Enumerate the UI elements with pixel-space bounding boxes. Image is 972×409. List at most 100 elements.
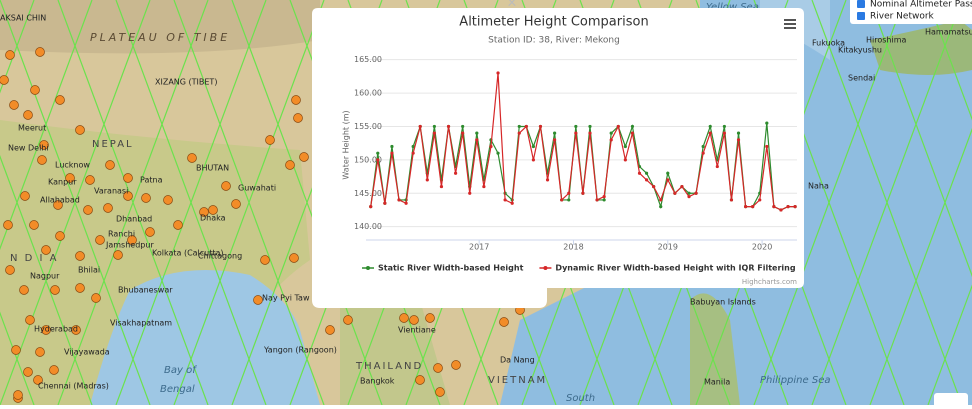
map-label: Nay Pyi Taw <box>262 294 310 303</box>
point <box>687 194 691 199</box>
map-label: Chennai (Madras) <box>38 382 109 391</box>
point <box>390 144 394 149</box>
map-label: Bhilai <box>78 266 100 275</box>
station <box>65 173 75 183</box>
map-label: Ranchi <box>108 230 135 239</box>
point <box>503 198 507 202</box>
stations <box>0 47 525 403</box>
y-tick-label: 145.00 <box>354 189 382 198</box>
point <box>517 131 521 135</box>
close-button[interactable]: × <box>507 0 518 11</box>
station <box>95 235 105 245</box>
station <box>145 227 155 237</box>
station <box>127 235 137 245</box>
point <box>411 151 415 155</box>
map-label: BHUTAN <box>196 164 229 173</box>
point <box>475 131 479 135</box>
point <box>602 198 606 202</box>
panel-bg <box>850 0 972 24</box>
x-tick-label: 2017 <box>469 243 489 252</box>
station <box>253 295 263 305</box>
point <box>701 151 705 155</box>
point <box>602 194 606 199</box>
point <box>722 131 726 135</box>
station <box>173 220 183 230</box>
track <box>869 127 972 406</box>
track <box>0 0 35 94</box>
map-label: XIZANG (TIBET) <box>155 78 217 87</box>
track <box>0 0 93 251</box>
point <box>538 124 543 129</box>
chart-title: Altimeter Height Comparison <box>459 15 648 30</box>
point <box>397 198 401 202</box>
map-label: THAILAND <box>355 361 423 372</box>
point <box>708 124 712 129</box>
point <box>496 151 500 155</box>
point <box>411 144 415 149</box>
point <box>779 208 783 212</box>
japan <box>870 20 972 75</box>
map-label: Bengal <box>160 384 195 395</box>
chart-subtitle: Station ID: 38, River: Mekong <box>488 36 620 46</box>
map-label: Jamshedpur <box>105 241 154 250</box>
checkbox[interactable] <box>857 0 865 8</box>
map-label: Patna <box>140 176 163 185</box>
point <box>637 171 642 175</box>
point <box>786 205 790 209</box>
station <box>23 110 33 120</box>
point <box>461 131 465 135</box>
point <box>404 201 408 205</box>
point <box>729 198 734 202</box>
point <box>517 124 521 129</box>
legend-marker <box>366 266 370 270</box>
station <box>75 251 85 261</box>
point <box>630 131 635 135</box>
station <box>299 152 309 162</box>
point <box>482 184 486 189</box>
station <box>231 199 241 209</box>
map-label: Bay of <box>164 365 197 376</box>
track <box>927 0 972 121</box>
map-label: Vijayawada <box>64 348 110 357</box>
layer-label[interactable]: Nominal Altimeter Pass <box>870 0 972 10</box>
legend-label: Dynamic River Width-based Height with IQ… <box>555 264 795 273</box>
station <box>5 265 15 275</box>
map-label: Fukuoka <box>812 39 845 48</box>
point <box>383 201 387 205</box>
station <box>30 85 40 95</box>
station <box>105 160 115 170</box>
y-tick-label: 140.00 <box>354 222 382 231</box>
bay-of-bengal <box>90 270 320 405</box>
map-label: Yellow Sea <box>706 2 759 13</box>
station <box>55 95 65 105</box>
map-label: Babuyan Islands <box>690 298 756 307</box>
map-control[interactable] <box>934 393 968 409</box>
point <box>425 178 429 182</box>
station <box>19 285 29 295</box>
station <box>199 207 209 217</box>
layer-label[interactable]: River Network <box>870 12 935 22</box>
point <box>701 144 705 149</box>
station <box>325 325 335 335</box>
point <box>659 198 663 202</box>
station <box>221 181 231 191</box>
station <box>33 375 43 385</box>
checkbox[interactable] <box>857 12 865 20</box>
station <box>499 317 509 327</box>
y-tick-label: 155.00 <box>354 122 382 131</box>
point <box>369 205 373 209</box>
station <box>141 193 151 203</box>
track <box>115 0 267 406</box>
point <box>659 205 663 209</box>
point <box>609 138 613 142</box>
map-label: Lucknow <box>55 161 90 170</box>
point <box>708 131 712 135</box>
station <box>91 293 101 303</box>
menu-button[interactable] <box>784 19 796 29</box>
station <box>83 205 93 215</box>
credit: Highcharts.com <box>742 278 797 286</box>
map-label: New Delhi <box>8 144 49 153</box>
menu-bar <box>784 19 796 21</box>
